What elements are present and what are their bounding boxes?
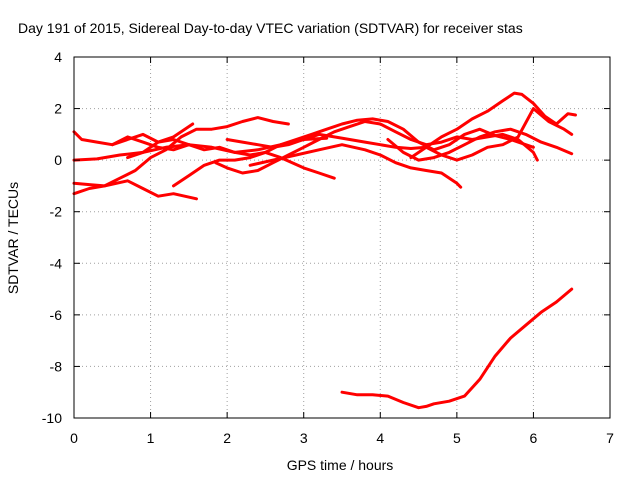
y-tick-label: -10 <box>42 410 62 426</box>
x-tick-label: 7 <box>606 430 614 446</box>
x-tick-label: 0 <box>70 430 78 446</box>
x-axis-label: GPS time / hours <box>287 457 394 473</box>
series-group <box>72 91 577 410</box>
y-tick-label: 0 <box>54 152 62 168</box>
x-axis: 0 1 2 3 4 5 6 7 <box>70 57 614 446</box>
series-line-s5 <box>110 132 336 180</box>
x-tick-label: 5 <box>453 430 461 446</box>
series-line-s6 <box>126 122 195 160</box>
x-tick-label: 1 <box>147 430 155 446</box>
x-tick-label: 2 <box>223 430 231 446</box>
y-axis: -10 -8 -6 -4 -2 0 2 4 <box>42 49 610 426</box>
series-line-s13 <box>340 287 574 410</box>
x-tick-label: 3 <box>300 430 308 446</box>
y-tick-label: -4 <box>50 255 63 271</box>
chart-title: Day 191 of 2015, Sidereal Day-to-day VTE… <box>18 20 523 36</box>
series-line-s11 <box>386 127 574 162</box>
y-tick-label: -6 <box>50 307 63 323</box>
grid <box>74 57 610 418</box>
series-line-s8 <box>214 120 539 175</box>
series-line-s10 <box>248 143 463 189</box>
y-tick-label: -8 <box>50 358 63 374</box>
y-tick-label: 2 <box>54 101 62 117</box>
x-tick-label: 6 <box>530 430 538 446</box>
series-line-s4 <box>72 116 290 196</box>
y-axis-label: SDTVAR / TECUs <box>5 182 21 294</box>
series-line-s3 <box>72 179 198 201</box>
series-line-s7 <box>172 117 535 188</box>
y-tick-label: 4 <box>54 49 62 65</box>
plot-frame <box>73 56 611 419</box>
x-tick-label: 4 <box>376 430 384 446</box>
y-tick-label: -2 <box>50 204 63 220</box>
series-line-s12 <box>409 91 577 160</box>
